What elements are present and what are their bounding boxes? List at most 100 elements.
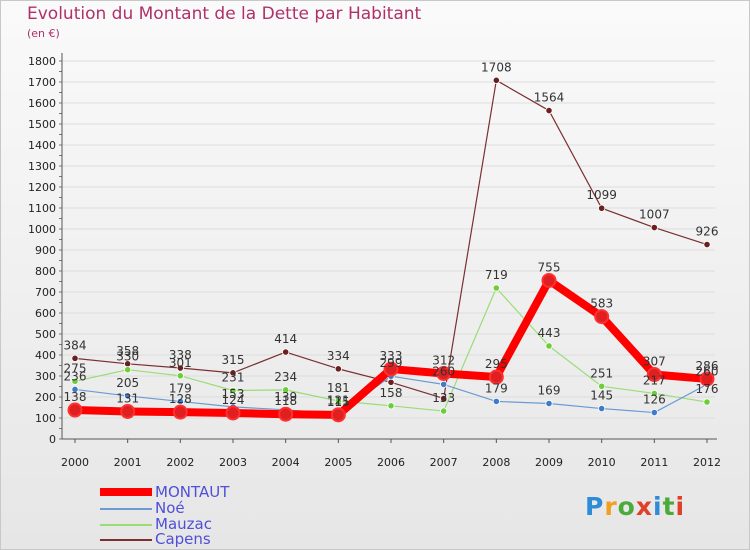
logo-letter: t xyxy=(662,492,676,521)
data-label-mauzac: 251 xyxy=(590,366,613,380)
y-tick-label: 100 xyxy=(35,412,56,425)
x-tick-label: 2005 xyxy=(324,456,352,469)
x-tick-label: 2007 xyxy=(430,456,458,469)
data-label-montaut: 295 xyxy=(485,357,508,371)
x-tick-label: 2012 xyxy=(693,456,721,469)
data-label-noe: 169 xyxy=(538,384,561,398)
data-point-capens xyxy=(71,354,79,362)
data-label-capens: 414 xyxy=(274,332,297,346)
x-tick-label: 2010 xyxy=(588,456,616,469)
data-point-noe xyxy=(176,397,184,406)
legend-label-mauzac: Mauzac xyxy=(155,515,212,533)
data-label-noe: 121 xyxy=(327,394,350,408)
axes: 0 100 200 300 400 500 600 700 800 900 1000 1100 1200… xyxy=(28,53,721,469)
x-tick-label: 2003 xyxy=(219,456,247,469)
data-label-capens: 1564 xyxy=(534,91,565,105)
data-point-mauzac xyxy=(650,389,658,398)
data-point-mauzac xyxy=(387,402,395,410)
data-point-noe xyxy=(598,404,606,413)
logo-letter: i xyxy=(675,492,686,521)
y-tick-label: 500 xyxy=(35,328,56,341)
y-tick-label: 1500 xyxy=(28,118,56,131)
y-tick-label: 0 xyxy=(49,433,56,446)
y-tick-label: 200 xyxy=(35,391,56,404)
data-point-mauzac xyxy=(282,386,290,394)
x-tick-label: 2004 xyxy=(272,456,300,469)
data-point-capens xyxy=(282,348,290,356)
legend-swatch-capens xyxy=(100,539,152,541)
x-tick-label: 2000 xyxy=(61,456,89,469)
data-label-capens: 334 xyxy=(327,349,350,363)
y-tick-label: 700 xyxy=(35,286,56,299)
data-label-capens: 1708 xyxy=(481,60,512,74)
proxiti-logo: Proxiti xyxy=(585,492,685,521)
y-tick-label: 1700 xyxy=(28,76,56,89)
data-label-capens: 1099 xyxy=(586,188,617,202)
data-label-capens: 384 xyxy=(64,338,87,352)
data-label-capens: 338 xyxy=(169,348,192,362)
data-point-montaut xyxy=(120,403,136,419)
y-tick-label: 1800 xyxy=(28,55,56,68)
data-label-capens: 358 xyxy=(116,344,139,358)
data-label-mauzac: 301 xyxy=(169,356,192,370)
data-point-montaut xyxy=(330,407,346,423)
x-tick-label: 2001 xyxy=(114,456,142,469)
data-label-noe: 179 xyxy=(485,381,508,395)
data-point-capens xyxy=(229,369,237,377)
y-tick-label: 300 xyxy=(35,370,56,383)
x-tick-label: 2002 xyxy=(166,456,194,469)
x-tick-label: 2008 xyxy=(482,456,510,469)
x-tick-label: 2006 xyxy=(377,456,405,469)
y-tick-label: 1200 xyxy=(28,181,56,194)
data-label-noe: 260 xyxy=(432,364,455,378)
data-label-noe: 260 xyxy=(696,364,719,378)
data-point-noe xyxy=(71,385,79,394)
data-point-capens xyxy=(598,204,606,212)
y-tick-label: 1100 xyxy=(28,202,56,215)
data-label-mauzac: 719 xyxy=(485,268,508,282)
data-point-mauzac xyxy=(545,342,553,350)
y-tick-label: 1400 xyxy=(28,139,56,152)
data-label-mauzac: 234 xyxy=(274,370,297,384)
data-label-montaut: 307 xyxy=(643,355,666,369)
data-label-montaut: 333 xyxy=(380,349,403,363)
data-label-montaut: 118 xyxy=(274,394,297,408)
data-label-noe: 126 xyxy=(643,393,666,407)
data-point-noe xyxy=(492,397,500,406)
x-tick-label: 2011 xyxy=(640,456,668,469)
data-point-capens xyxy=(650,223,658,232)
data-point-montaut xyxy=(541,272,557,288)
data-point-montaut xyxy=(646,367,662,383)
data-label-mauzac: 275 xyxy=(64,361,87,375)
data-label-capens: 315 xyxy=(222,353,245,367)
data-point-mauzac xyxy=(703,398,711,406)
data-point-montaut xyxy=(699,371,715,387)
logo-letter: r xyxy=(604,492,618,521)
x-tick-label: 2009 xyxy=(535,456,563,469)
data-label-noe: 205 xyxy=(116,376,139,390)
data-point-mauzac xyxy=(334,397,342,405)
data-label-montaut: 115 xyxy=(327,395,350,409)
data-point-montaut xyxy=(278,406,294,422)
legend-swatch-mauzac xyxy=(100,524,152,526)
data-label-noe: 236 xyxy=(64,369,87,383)
series-lines xyxy=(67,76,715,423)
data-point-capens xyxy=(440,394,448,403)
data-label-montaut: 124 xyxy=(222,393,245,407)
data-point-montaut xyxy=(225,405,241,421)
chart-unit: (en €) xyxy=(27,27,60,40)
data-point-capens xyxy=(545,106,553,115)
y-tick-label: 1300 xyxy=(28,160,56,173)
data-point-noe xyxy=(545,399,553,408)
data-point-noe xyxy=(124,392,132,400)
data-point-montaut xyxy=(594,309,610,325)
data-label-capens: 926 xyxy=(696,225,719,239)
y-tick-label: 900 xyxy=(35,244,56,257)
y-tick-label: 400 xyxy=(35,349,56,362)
logo-letter: i xyxy=(653,492,663,521)
data-label-mauzac: 133 xyxy=(432,391,455,405)
data-point-capens xyxy=(492,76,500,84)
y-tick-label: 600 xyxy=(35,307,56,320)
legend-swatch-noe xyxy=(100,508,152,510)
